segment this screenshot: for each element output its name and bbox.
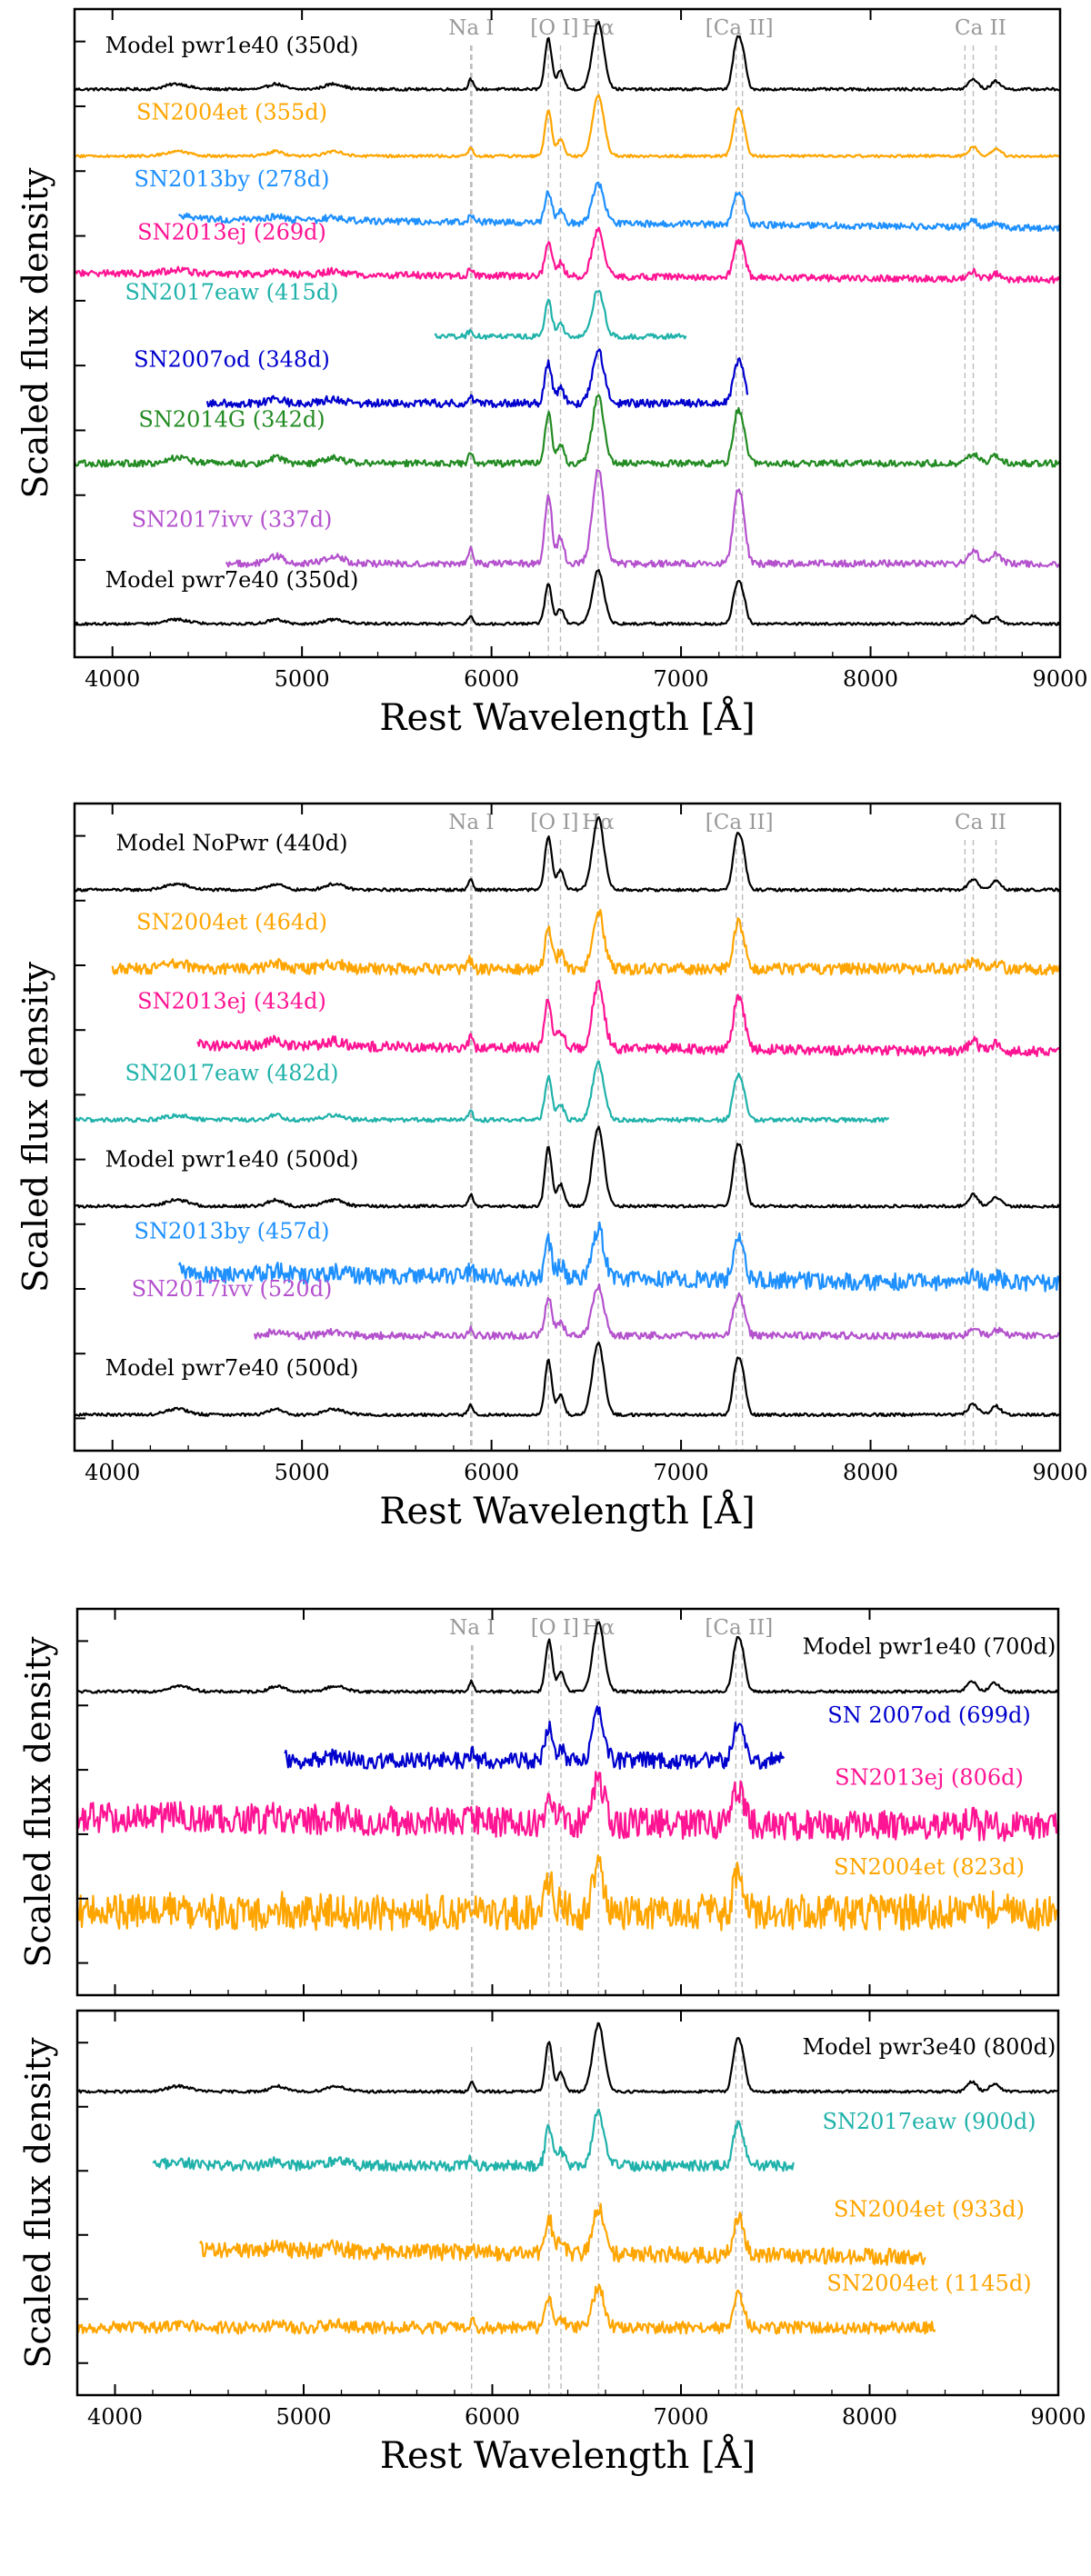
x-axis-label: Rest Wavelength [Å]: [379, 1490, 755, 1533]
x-axis-label: Rest Wavelength [Å]: [379, 696, 755, 739]
x-tick-label: 9000: [1032, 666, 1087, 692]
series-label: SN2017ivv (337d): [132, 507, 333, 533]
series-line-1: [74, 94, 1060, 159]
series-label: SN2013by (457d): [135, 1219, 330, 1244]
series-label: SN2013ej (269d): [137, 220, 326, 245]
x-tick-label: 4000: [85, 666, 140, 692]
line-marker-label: Na I: [448, 811, 494, 834]
line-marker-label: [O I]: [531, 1616, 579, 1640]
series-line-1: [152, 2108, 795, 2172]
series-line-6: [253, 1283, 1061, 1341]
x-tick-label: 6000: [464, 666, 519, 692]
series-line-2: [75, 1771, 1059, 1842]
series-line-4: [74, 1125, 1061, 1209]
series-label: Model pwr7e40 (500d): [105, 1355, 359, 1381]
series-label: SN2007od (348d): [134, 346, 330, 372]
x-tick-label: 4000: [87, 2404, 143, 2430]
spectrum-panel-4: Model pwr3e40 (800d) SN2017eaw (900d) SN20…: [18, 2009, 1086, 2477]
x-tick-label: 8000: [843, 1460, 898, 1485]
series-label: SN2017eaw (900d): [822, 2109, 1036, 2134]
series-label: SN2004et (355d): [136, 99, 327, 125]
x-tick-label: 8000: [843, 666, 898, 692]
series-label: Model pwr1e40 (350d): [105, 33, 359, 58]
series-label: SN2017eaw (415d): [125, 280, 338, 305]
line-marker-label: [O I]: [530, 16, 578, 40]
series-line-3: [75, 1854, 1058, 1932]
series-line-0: [74, 20, 1060, 92]
series-line-6: [73, 394, 1061, 468]
series-label: SN2004et (1145d): [826, 2271, 1031, 2296]
series-label: SN 2007od (699d): [827, 1702, 1031, 1728]
series-line-8: [74, 568, 1061, 626]
series-line-4: [434, 289, 687, 341]
x-tick-label: 5000: [275, 2404, 331, 2430]
series-line-2: [198, 2202, 926, 2266]
series-line-2: [177, 181, 1062, 233]
line-marker-label: Hα: [582, 811, 615, 834]
y-axis-label: Scaled flux density: [15, 167, 55, 499]
y-axis-label: Scaled flux density: [18, 1636, 58, 1968]
series-line-2: [196, 979, 1061, 1058]
x-tick-label: 9000: [1030, 2404, 1086, 2430]
series-line-0: [76, 2022, 1058, 2094]
series-line-1: [111, 908, 1061, 976]
series-line-5: [177, 1221, 1062, 1293]
series-label: Model pwr1e40 (500d): [105, 1147, 359, 1173]
series-line-3: [75, 2283, 936, 2335]
line-marker-label: [Ca II]: [706, 811, 774, 834]
series-label: SN2017ivv (520d): [132, 1276, 333, 1302]
line-marker-label: Na I: [448, 16, 494, 40]
line-marker-label: [O I]: [530, 811, 578, 834]
series-label: SN2014G (342d): [138, 406, 325, 432]
line-marker-label: [Ca II]: [705, 1616, 773, 1640]
x-tick-label: 6000: [464, 1460, 519, 1485]
series-line-5: [205, 348, 749, 409]
line-marker-label: Ca II: [955, 16, 1006, 40]
series-label: SN2013ej (434d): [137, 988, 326, 1013]
line-marker-label: Ca II: [955, 811, 1006, 834]
x-axis-label: Rest Wavelength [Å]: [380, 2434, 756, 2477]
series-label: Model pwr1e40 (700d): [803, 1633, 1056, 1659]
series-label: Model NoPwr (440d): [115, 830, 347, 855]
line-marker-label: Hα: [583, 1616, 616, 1640]
series-line-3: [74, 1060, 890, 1123]
series-label: SN2004et (464d): [136, 909, 327, 934]
series-line-0: [76, 1621, 1059, 1694]
series-line-0: [74, 815, 1061, 893]
series-label: SN2004et (933d): [834, 2196, 1025, 2222]
series-label: Model pwr7e40 (350d): [105, 567, 359, 593]
series-label: SN2004et (823d): [834, 1854, 1025, 1880]
line-marker-label: Hα: [582, 16, 615, 40]
x-tick-label: 4000: [85, 1460, 140, 1485]
series-line-7: [74, 1341, 1060, 1418]
x-tick-label: 9000: [1032, 1460, 1087, 1485]
x-tick-label: 8000: [842, 2404, 897, 2430]
series-line-3: [74, 226, 1061, 285]
y-axis-label: Scaled flux density: [15, 961, 55, 1293]
series-label: SN2013by (278d): [135, 166, 330, 192]
x-tick-label: 5000: [275, 666, 330, 692]
x-tick-label: 5000: [275, 1460, 330, 1485]
series-line-7: [225, 468, 1061, 568]
y-axis-label: Scaled flux density: [18, 2037, 58, 2369]
x-tick-label: 7000: [654, 666, 709, 692]
x-tick-label: 6000: [465, 2404, 520, 2430]
x-tick-label: 7000: [654, 1460, 709, 1485]
spectrum-panel-2: Na I [O I] Hα [Ca II] Ca II Model NoPwr (440d…: [15, 802, 1088, 1533]
series-line-1: [284, 1705, 786, 1771]
line-marker-label: Na I: [449, 1616, 495, 1640]
series-label: SN2013ej (806d): [835, 1765, 1024, 1791]
spectrum-panel-3: Na I [O I] Hα [Ca II] Model pwr1e40 (700d) SN…: [18, 1607, 1060, 1997]
x-tick-label: 7000: [653, 2404, 708, 2430]
series-label: Model pwr3e40 (800d): [803, 2034, 1056, 2060]
series-label: SN2017eaw (482d): [125, 1061, 338, 1086]
